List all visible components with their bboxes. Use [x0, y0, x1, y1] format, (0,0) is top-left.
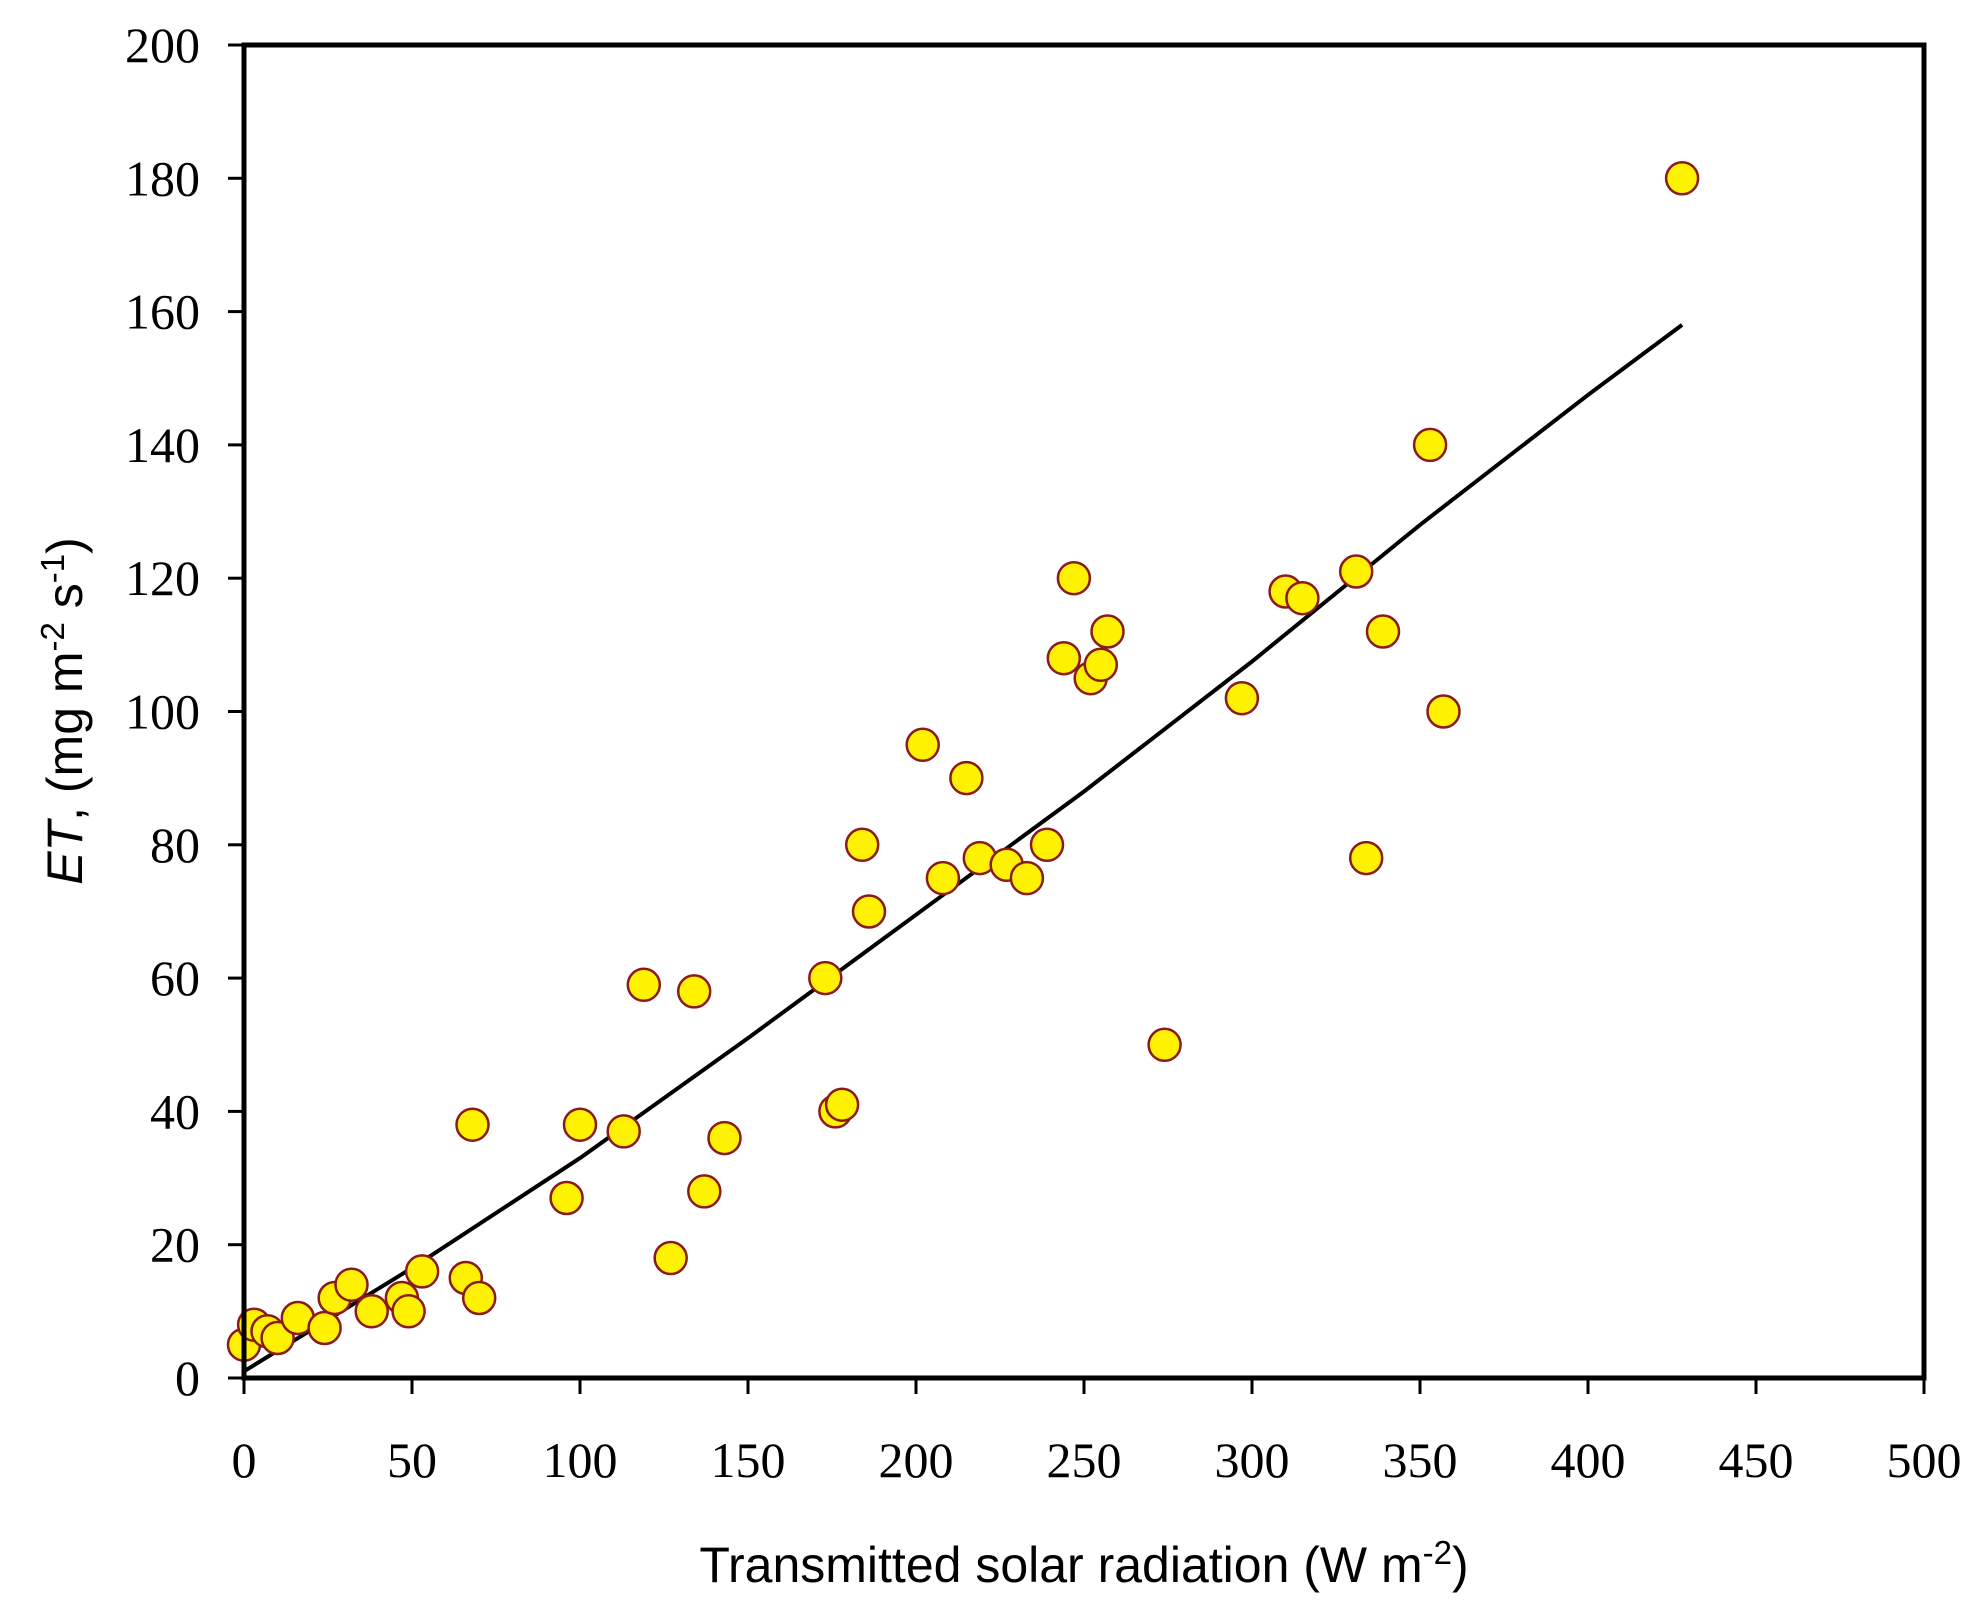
data-point [461, 1280, 497, 1316]
data-point [1147, 1027, 1182, 1063]
fit-line [242, 323, 1684, 1374]
data-point [391, 1294, 426, 1329]
data-point [354, 1294, 389, 1329]
data-point [626, 967, 662, 1003]
data-point [1224, 680, 1260, 716]
data-point [1090, 614, 1125, 649]
y-axis-title-sup2: -1 [34, 554, 71, 583]
data-point [707, 1120, 742, 1156]
data-point [307, 1310, 342, 1346]
data-point [1009, 860, 1045, 896]
x-tick-label: 100 [543, 1432, 618, 1488]
data-point [653, 1240, 688, 1276]
x-axis-title-main: Transmitted solar radiation (W m [699, 1537, 1422, 1593]
x-axis-title: Transmitted solar radiation (W m-2) [699, 1534, 1468, 1594]
data-point [1285, 580, 1320, 616]
x-tick-label: 150 [711, 1432, 786, 1488]
y-tick-label: 80 [150, 817, 200, 873]
data-point [549, 1180, 584, 1216]
x-tick-label: 400 [1551, 1432, 1626, 1488]
x-tick-label: 450 [1719, 1432, 1794, 1488]
data-point [1664, 161, 1700, 196]
data-point [1056, 560, 1092, 596]
y-tick-label: 180 [125, 150, 200, 206]
y-tick-label: 160 [125, 284, 200, 340]
y-axis: 0 20 40 60 80 100 120 140 160 180 200 [125, 17, 244, 1406]
data-point [808, 960, 843, 996]
fit-line-layer [242, 323, 1684, 1374]
data-point [844, 827, 880, 863]
x-axis-title-end: ) [1452, 1537, 1469, 1593]
x-tick-label: 50 [387, 1432, 437, 1488]
y-tick-label: 120 [125, 550, 200, 606]
x-tick-label: 0 [232, 1432, 257, 1488]
y-tick-label: 0 [175, 1350, 200, 1406]
data-point [1412, 427, 1448, 463]
x-tick-label: 300 [1215, 1432, 1290, 1488]
y-axis-title: ET, (mg m-2 s-1) [34, 537, 94, 885]
x-tick-label: 500 [1887, 1432, 1962, 1488]
y-axis-title-main: , (mg m [37, 651, 93, 820]
y-tick-label: 200 [125, 17, 200, 73]
marker-layer [226, 161, 1700, 1362]
data-point [562, 1107, 598, 1142]
y-axis-title-italic: ET [37, 817, 93, 884]
y-axis-title-mid: s [37, 583, 93, 622]
data-point [1338, 554, 1374, 589]
data-point [1348, 840, 1384, 876]
plot-frame [241, 42, 1927, 1381]
x-tick-label: 350 [1383, 1432, 1458, 1488]
data-point [1365, 614, 1401, 649]
data-point [1426, 694, 1461, 729]
data-point [824, 1087, 860, 1122]
data-point [1046, 640, 1082, 676]
x-tick-label: 200 [879, 1432, 954, 1488]
x-tick-label: 250 [1047, 1432, 1122, 1488]
data-point [949, 760, 984, 796]
data-point [404, 1254, 440, 1289]
y-tick-label: 140 [125, 417, 200, 473]
y-tick-label: 100 [125, 684, 200, 740]
x-axis: 0 50 100 150 200 250 300 350 400 450 500 [232, 1378, 1962, 1488]
data-point [925, 860, 961, 896]
data-point [687, 1174, 722, 1209]
data-point [606, 1114, 641, 1149]
data-point [1029, 827, 1065, 863]
y-tick-label: 60 [150, 950, 200, 1006]
y-axis-title-sup1: -2 [34, 622, 71, 651]
y-axis-title-end: ) [37, 537, 93, 554]
data-point [1083, 647, 1119, 683]
data-point [455, 1107, 490, 1142]
x-axis-title-sup: -2 [1423, 1534, 1452, 1571]
data-point [851, 894, 887, 929]
data-point [676, 974, 712, 1009]
data-point [905, 727, 940, 763]
y-tick-label: 40 [150, 1083, 200, 1139]
data-point [334, 1267, 369, 1302]
y-tick-label: 20 [150, 1217, 200, 1273]
